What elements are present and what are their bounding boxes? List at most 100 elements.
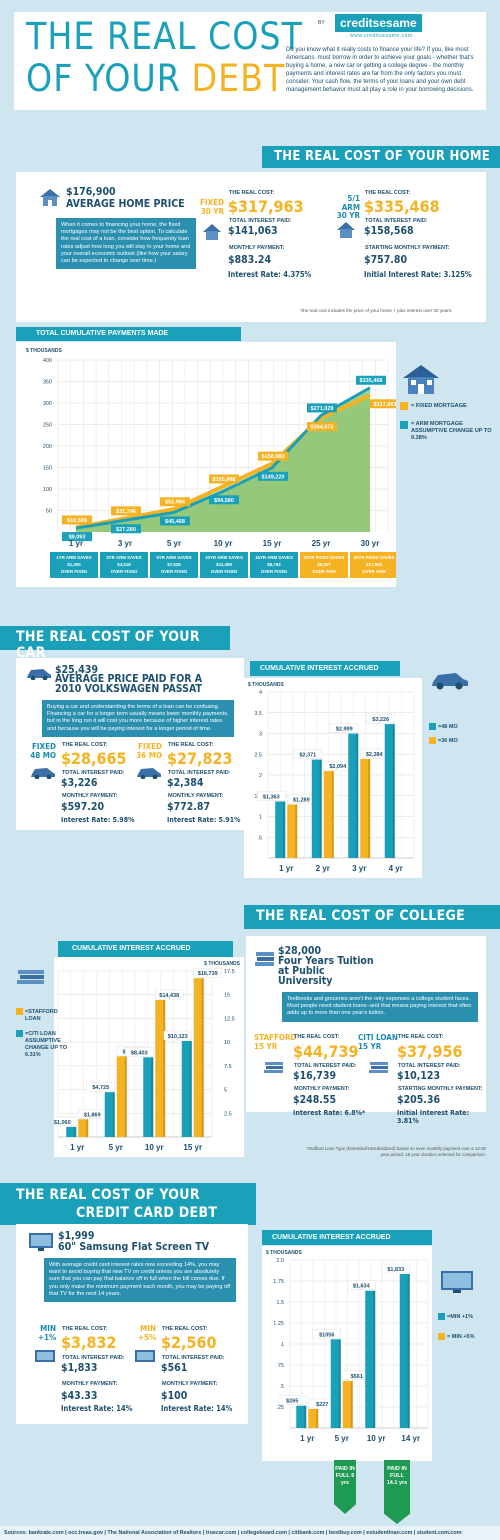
car-a-cost-label: THE REAL COST: [62, 742, 108, 748]
sources: Sources: bankrate.com | occ.treas.gov | … [0, 1526, 500, 1540]
home-fixed-rate: Interest Rate: 4.375% [228, 270, 312, 279]
cc-b-cost: $2,560 [161, 1333, 217, 1352]
cc-data-label-bg [381, 1263, 410, 1274]
cc-bar-shade [316, 1408, 319, 1428]
home-savings-text: OVER ARM [312, 569, 336, 574]
cc-a-cost-label: THE REAL COST: [62, 1326, 108, 1332]
cc-info-panel [16, 1224, 248, 1424]
cc-bar-shade [304, 1405, 307, 1428]
home-fixed-cost: $317,963 [228, 197, 304, 216]
tv-icon [29, 1233, 53, 1251]
college-bar-shade [189, 1040, 192, 1137]
college-a-cost: $44,739 [293, 1042, 359, 1061]
car-a-tag2: 48 MO [30, 750, 56, 760]
home-arm-int: $158,568 [364, 225, 414, 237]
car-data-label: $1,289 [293, 798, 310, 804]
home-savings-text: $7,526 [167, 562, 181, 567]
college-books-icon [255, 952, 274, 966]
home-arm-pay: $757.80 [364, 254, 408, 266]
home-savings-text: OVER FIXED [211, 569, 238, 574]
car-xtick-label: 2 yr [316, 864, 330, 873]
car-a-rate: Interest Rate: 5.98% [61, 816, 135, 824]
home-note: When it comes to financing your home, th… [56, 218, 196, 270]
home-savings-text: $1,305 [67, 562, 81, 567]
college-a-pay: $248.55 [293, 1094, 337, 1106]
home-savings-text: 30YR FIXED SAVES [354, 555, 395, 560]
home-legend-arm: = ARM MORTGAGE ASSUMPTIVE CHANGE UP TO 9… [411, 421, 492, 441]
cc-paid-2: PAID IN FULL 14.1 yrs [384, 1460, 410, 1524]
car-ytick-label: .5 [257, 835, 262, 841]
car-data-label: $2,371 [299, 753, 316, 759]
college-data-label: $14,438 [159, 993, 179, 999]
car-b-int: $2,384 [167, 777, 204, 789]
college-bar-shade [74, 1126, 77, 1137]
car-legend-b-swatch [429, 737, 436, 744]
cc-a-pay: $43.33 [61, 1390, 98, 1402]
college-b-cost: $37,956 [397, 1042, 463, 1061]
college-b-cost-label: THE REAL COST: [398, 1034, 444, 1040]
college-info-panel [246, 936, 486, 1112]
home-arm-tag: 5/1 ARM 30 YR [330, 194, 360, 221]
car-ytick-label: 2 [259, 773, 262, 779]
car-data-label: $2,094 [329, 764, 347, 770]
home-ytick-label: 350 [43, 380, 52, 386]
cc-data-label-bg [347, 1280, 376, 1290]
car-a-pay: $597.20 [61, 801, 105, 813]
car-bar-shade [356, 733, 359, 858]
college-bar-shade [86, 1119, 89, 1137]
cc-bar [296, 1405, 307, 1428]
home-savings-box [50, 552, 98, 578]
car-data-label-bg [257, 791, 286, 801]
home-arm-label-bg [209, 495, 239, 505]
cc-b-tag: MIN +5% [138, 1324, 156, 1342]
home-savings-text: 5YR ARM SAVES [156, 555, 191, 560]
cc-b-cost-label: THE REAL COST: [162, 1326, 208, 1332]
home-xtick-label: 10 yr [214, 539, 233, 548]
home-fixed-tag2: 30 YR [200, 206, 224, 216]
college-a-int: $16,739 [293, 1070, 337, 1082]
home-arm-label-bg [307, 403, 337, 413]
car-data-label-bg [366, 713, 395, 724]
cc-price: $1,999 [58, 1230, 95, 1242]
car-legend-icon [432, 673, 468, 690]
college-a-tag2: 15 YR [254, 1041, 278, 1051]
college-ytick-label: 7.5 [224, 1064, 232, 1070]
house-icon [40, 189, 60, 206]
home-arm-label-bg [111, 524, 141, 534]
cc-ytick-label: .75 [276, 1363, 284, 1369]
car-xtick-label: 4 yr [389, 864, 403, 873]
car-a-tag: FIXED 48 MO [24, 742, 56, 760]
brand-logo: creditsesame [335, 14, 422, 32]
cc-ytick-label: 2.0 [276, 1258, 284, 1264]
home-arm-data-label: $335,468 [360, 378, 383, 384]
home-savings-text: OVER FIXED [261, 569, 288, 574]
home-fixed-data-label: $264,972 [311, 425, 334, 431]
cc-bar [342, 1380, 353, 1428]
college-legend-a: =STAFFORD LOAN [25, 1009, 58, 1022]
car-a-cost: $28,665 [61, 749, 127, 768]
cc-b-int-label: TOTAL INTEREST PAID: [162, 1355, 225, 1361]
college-ytick-label: 5 [224, 1088, 227, 1094]
college-bar [66, 1126, 77, 1137]
home-price: $176,900 [66, 186, 116, 198]
home-savings-text: OVER FIXED [161, 569, 188, 574]
cc-a-icon [35, 1350, 55, 1362]
cc-data-label: $1056 [319, 1332, 334, 1338]
cc-price-label: 60" Samsung Flat Screen TV [58, 1241, 210, 1253]
cc-a-tag: MIN +1% [38, 1324, 56, 1342]
cc-a-cost: $3,832 [61, 1333, 117, 1352]
cc-bar [330, 1339, 341, 1428]
home-fixed-data-label: $10,599 [67, 518, 87, 524]
college-bar-shade [201, 978, 204, 1137]
car-info-panel [16, 658, 244, 830]
car-legend-b: =36 MO [438, 738, 458, 744]
home-fixed-label-bg [209, 474, 239, 484]
cc-ytick-label: .25 [276, 1405, 284, 1411]
college-b-icon [369, 1062, 388, 1073]
cc-header: THE REAL COST OF YOUR CREDIT CARD DEBT [0, 1183, 256, 1225]
cc-data-label-bg [312, 1329, 341, 1339]
home-arm-label-bg [160, 516, 190, 526]
cc-xtick-label: 5 yr [335, 1434, 349, 1443]
car-legend-a: =48 MO [438, 724, 458, 730]
home-savings-text: OVER ARM [362, 569, 386, 574]
